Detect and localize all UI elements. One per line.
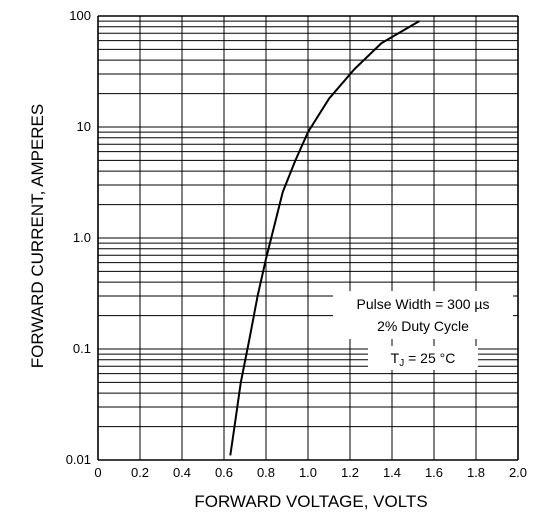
y-tick-label: 0.1 xyxy=(73,341,91,356)
temperature-symbol: T xyxy=(391,350,400,366)
grid-lines xyxy=(97,15,519,461)
temperature-label: TJ = 25 °C xyxy=(391,350,456,369)
x-tick-label: 1.0 xyxy=(299,465,317,480)
x-tick-label: 1.2 xyxy=(341,465,359,480)
x-tick-labels: 0 0.2 0.4 0.6 0.8 1.0 1.2 1.4 1.6 1.8 2.0 xyxy=(94,465,527,480)
x-tick-label: 2.0 xyxy=(509,465,527,480)
pulse-annotation-box xyxy=(333,291,513,339)
forward-current-curve xyxy=(229,20,420,456)
x-tick-label: 0.2 xyxy=(131,465,149,480)
x-axis-title: FORWARD VOLTAGE, VOLTS xyxy=(194,492,427,511)
x-tick-label: 1.8 xyxy=(467,465,485,480)
x-tick-label: 0.4 xyxy=(173,465,191,480)
temperature-subscript: J xyxy=(399,358,404,369)
y-tick-label: 10 xyxy=(77,119,91,134)
temperature-value: = 25 °C xyxy=(404,350,455,366)
y-tick-label: 100 xyxy=(69,8,91,23)
x-tick-label: 1.4 xyxy=(383,465,401,480)
x-tick-label: 0 xyxy=(94,465,101,480)
curve-layer xyxy=(229,20,420,456)
x-tick-label: 1.6 xyxy=(425,465,443,480)
y-axis-title: FORWARD CURRENT, AMPERES xyxy=(28,104,47,368)
y-tick-label: 1.0 xyxy=(73,230,91,245)
temperature-annotation-box xyxy=(368,346,478,370)
pulse-width-label: Pulse Width = 300 µs xyxy=(357,296,490,312)
duty-cycle-label: 2% Duty Cycle xyxy=(377,318,469,334)
y-tick-labels: 0.01 0.1 1.0 10 100 xyxy=(66,8,91,467)
x-tick-label: 0.6 xyxy=(215,465,233,480)
y-tick-label: 0.01 xyxy=(66,452,91,467)
x-tick-label: 0.8 xyxy=(257,465,275,480)
